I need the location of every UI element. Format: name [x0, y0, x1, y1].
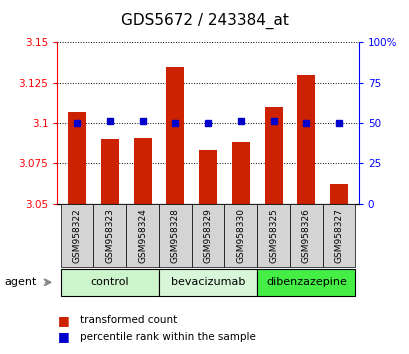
Bar [61, 269, 159, 296]
Text: GSM958329: GSM958329 [203, 208, 212, 263]
Text: GSM958327: GSM958327 [334, 208, 343, 263]
Bar [231, 142, 249, 204]
Text: agent: agent [4, 277, 36, 287]
Bar [68, 112, 86, 204]
Text: GSM958322: GSM958322 [72, 208, 81, 263]
Text: GSM958325: GSM958325 [268, 208, 277, 263]
Bar [329, 184, 347, 204]
Bar [159, 269, 256, 296]
Bar [101, 139, 119, 204]
Bar [61, 204, 93, 267]
Bar [297, 75, 315, 204]
Bar [159, 204, 191, 267]
Bar [264, 107, 282, 204]
Text: GSM958323: GSM958323 [105, 208, 114, 263]
Bar [191, 204, 224, 267]
Text: ■: ■ [57, 331, 69, 343]
Text: GSM958328: GSM958328 [171, 208, 180, 263]
Bar [93, 204, 126, 267]
Text: dibenzazepine: dibenzazepine [265, 277, 346, 287]
Bar [224, 204, 256, 267]
Text: GSM958326: GSM958326 [301, 208, 310, 263]
Bar [166, 67, 184, 204]
Text: ■: ■ [57, 314, 69, 327]
Text: transformed count: transformed count [80, 315, 177, 325]
Bar [199, 150, 216, 204]
Text: percentile rank within the sample: percentile rank within the sample [80, 332, 255, 342]
Bar [256, 204, 289, 267]
Bar [256, 269, 355, 296]
Bar [289, 204, 322, 267]
Bar [126, 204, 159, 267]
Text: GSM958324: GSM958324 [138, 208, 147, 263]
Text: GSM958330: GSM958330 [236, 208, 245, 263]
Text: control: control [90, 277, 129, 287]
Text: bevacizumab: bevacizumab [171, 277, 245, 287]
Bar [322, 204, 355, 267]
Bar [133, 137, 151, 204]
Text: GDS5672 / 243384_at: GDS5672 / 243384_at [121, 12, 288, 29]
